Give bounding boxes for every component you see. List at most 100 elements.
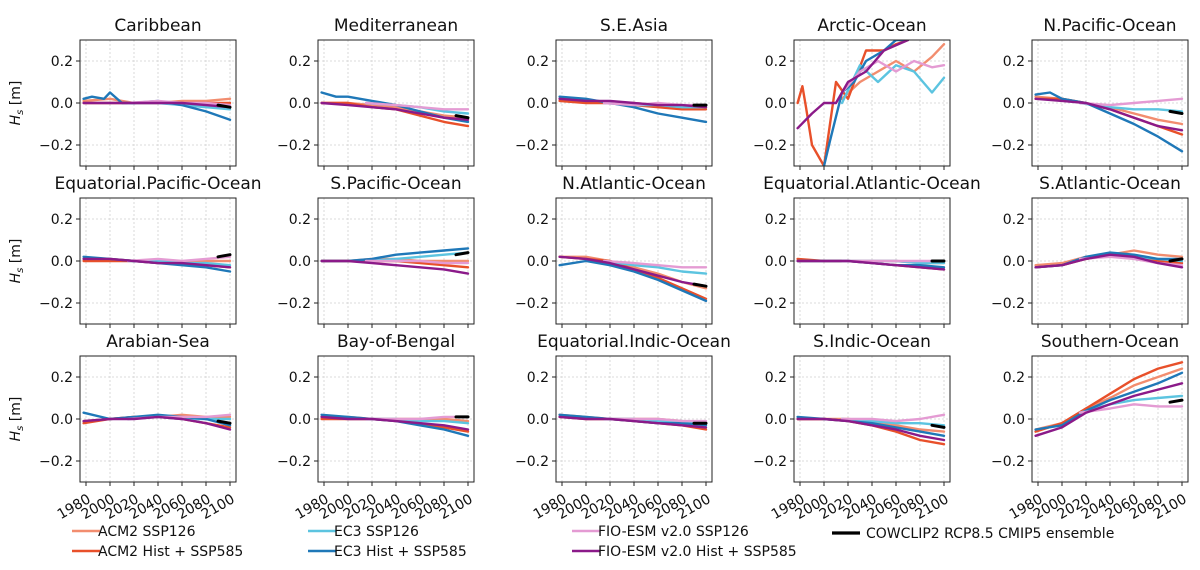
y-axis-label-symbol: H: [8, 272, 24, 283]
legend-item-cowclip2-rcp8-5-cmip5-ensemble: COWCLIP2 RCP8.5 CMIP5 ensemble: [832, 526, 1114, 542]
series-group: [320, 91, 470, 128]
series-line-cowclip2-rcp8-5-cmip5-ensemble: [216, 419, 232, 425]
panel-title: N.Pacific-Ocean: [1043, 16, 1176, 36]
y-axis-label: Hs [m]: [8, 81, 26, 126]
y-axis-label: Hs [m]: [8, 239, 26, 284]
panel-n-atlantic-ocean: N.Atlantic-Ocean −0.2 0.0 0.2: [515, 174, 713, 328]
series-group: [82, 253, 232, 273]
legend-label: COWCLIP2 RCP8.5 CMIP5 ensemble: [866, 526, 1114, 542]
panel-n-pacific-ocean: N.Pacific-Ocean −0.2 0.0 0.2: [991, 16, 1189, 170]
panel-bay-of-bengal: Bay-of-Bengal−0.20.00.219802000202020402…: [277, 332, 476, 523]
y-tick-label: 0.2: [289, 370, 311, 386]
series-group: [558, 413, 708, 431]
series-line-fio-esm-v2-0-ssp126: [1078, 97, 1184, 107]
y-tick-label: 0.0: [289, 96, 311, 112]
y-tick-label: −0.2: [991, 138, 1025, 154]
series-group: [82, 91, 232, 121]
series-line-cowclip2-rcp8-5-cmip5-ensemble: [692, 282, 708, 288]
series-line-fio-esm-v2-0-hist-ssp585: [796, 259, 946, 271]
y-tick-label: −0.2: [277, 454, 311, 470]
series-line-fio-esm-v2-0-hist-ssp585: [320, 101, 470, 121]
series-line-fio-esm-v2-0-hist-ssp585: [558, 255, 708, 288]
y-tick-label: 0.2: [527, 370, 549, 386]
series-line-ec3-ssp126: [840, 417, 946, 427]
panel-title: Bay-of-Bengal: [337, 332, 455, 352]
panel-caribbean: Caribbean −0.2 0.0 0.2 Hs [m]: [8, 16, 237, 170]
panel-title: S.Pacific-Ocean: [330, 174, 461, 194]
series-group: [796, 257, 946, 271]
series-line-ec3-ssp126: [602, 259, 708, 275]
series-line-fio-esm-v2-0-hist-ssp585: [796, 40, 910, 130]
y-axis-label-subscript: s: [15, 426, 26, 431]
series-line-ec3-hist-ssp585: [1034, 371, 1184, 431]
panel-title: S.E.Asia: [600, 16, 668, 36]
series-line-cowclip2-rcp8-5-cmip5-ensemble: [216, 103, 232, 109]
series-line-fio-esm-v2-0-hist-ssp585: [1034, 97, 1184, 132]
y-tick-label: −0.2: [515, 296, 549, 312]
y-axis-label-unit: [m]: [8, 397, 24, 426]
series-group: [82, 411, 232, 431]
y-tick-label: 0.2: [527, 212, 549, 228]
series-line-ec3-hist-ssp585: [558, 259, 708, 303]
y-tick-label: 0.2: [51, 370, 73, 386]
series-line-cowclip2-rcp8-5-cmip5-ensemble: [454, 114, 470, 120]
y-tick-label: 0.2: [1003, 54, 1025, 70]
legend-label: FIO-ESM v2.0 SSP126: [598, 524, 749, 540]
y-tick-label: −0.2: [753, 454, 787, 470]
y-tick-label: −0.2: [991, 454, 1025, 470]
series-line-fio-esm-v2-0-hist-ssp585: [82, 415, 232, 431]
panel-title: N.Atlantic-Ocean: [562, 174, 706, 194]
legend-item-ec3-hist-ssp585: EC3 Hist + SSP585: [308, 544, 467, 560]
panel-s-atlantic-ocean: S.Atlantic-Ocean −0.2 0.0 0.2: [991, 174, 1189, 328]
y-tick-label: −0.2: [39, 296, 73, 312]
panel-title: Arabian-Sea: [106, 332, 210, 352]
y-axis-label-subscript: s: [15, 110, 26, 115]
series-group: [1034, 249, 1184, 269]
y-tick-label: 0.2: [527, 54, 549, 70]
series-group: [558, 95, 708, 124]
panel-arctic-ocean: Arctic-Ocean −0.2 0.0 0.2: [753, 16, 951, 170]
series-line-cowclip2-rcp8-5-cmip5-ensemble: [1168, 257, 1184, 263]
series-line-fio-esm-v2-0-ssp126: [840, 413, 946, 423]
panel-equatorial-indic-ocean: Equatorial.Indic-Ocean−0.20.00.219802000…: [515, 332, 731, 523]
y-tick-label: 0.0: [51, 412, 73, 428]
series-line-fio-esm-v2-0-hist-ssp585: [320, 415, 470, 431]
series-group: [320, 413, 470, 437]
y-tick-label: 0.2: [765, 212, 787, 228]
panel-arabian-sea: Arabian-Sea−0.20.00.21980200020202040206…: [8, 332, 238, 523]
panel-title: Equatorial.Atlantic-Ocean: [763, 174, 981, 194]
series-group: [796, 40, 946, 166]
series-line-ec3-ssp126: [840, 64, 946, 105]
panel-s-pacific-ocean: S.Pacific-Ocean −0.2 0.0 0.2: [277, 174, 475, 328]
series-line-fio-esm-v2-0-hist-ssp585: [796, 417, 946, 442]
series-line-fio-esm-v2-0-ssp126: [840, 59, 946, 94]
series-line-cowclip2-rcp8-5-cmip5-ensemble: [1168, 109, 1184, 115]
panel-title: Equatorial.Pacific-Ocean: [54, 174, 261, 194]
series-line-cowclip2-rcp8-5-cmip5-ensemble: [930, 423, 946, 429]
y-tick-label: 0.2: [765, 54, 787, 70]
panel-title: Equatorial.Indic-Ocean: [537, 332, 731, 352]
series-line-cowclip2-rcp8-5-cmip5-ensemble: [216, 253, 232, 259]
legend-item-acm2-hist-ssp585: ACM2 Hist + SSP585: [72, 544, 243, 560]
series-line-cowclip2-rcp8-5-cmip5-ensemble: [1168, 398, 1184, 404]
y-tick-label: −0.2: [753, 296, 787, 312]
panel-title: Mediterranean: [334, 16, 458, 36]
series-line-acm2-hist-ssp585: [1034, 361, 1184, 433]
series-line-fio-esm-v2-0-hist-ssp585: [82, 101, 232, 109]
series-line-fio-esm-v2-0-ssp126: [1078, 403, 1184, 414]
y-tick-label: 0.2: [289, 54, 311, 70]
panel-mediterranean: Mediterranean −0.2 0.0 0.2: [277, 16, 475, 170]
panel-title: Southern-Ocean: [1041, 332, 1179, 352]
y-tick-label: 0.2: [51, 212, 73, 228]
panel-southern-ocean: Southern-Ocean−0.20.00.21980200020202040…: [991, 332, 1190, 523]
series-line-ec3-hist-ssp585: [558, 95, 708, 124]
series-line-fio-esm-v2-0-ssp126: [364, 101, 470, 111]
y-tick-label: 0.2: [1003, 212, 1025, 228]
series-line-ec3-hist-ssp585: [1034, 91, 1184, 153]
series-line-ec3-ssp126: [364, 251, 470, 263]
y-axis-label-symbol: H: [8, 114, 24, 125]
legend-item-acm2-ssp126: ACM2 SSP126: [72, 524, 196, 540]
y-tick-label: 0.0: [527, 96, 549, 112]
series-line-fio-esm-v2-0-ssp126: [364, 259, 470, 265]
